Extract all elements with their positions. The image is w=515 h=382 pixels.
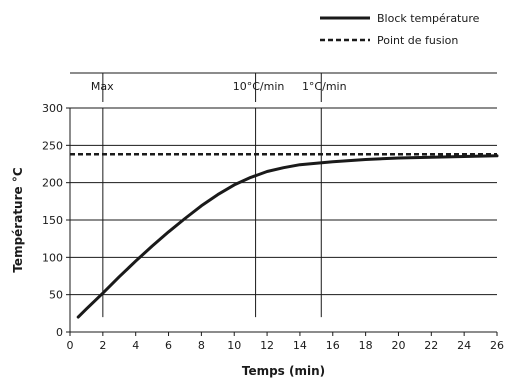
series [70,153,499,319]
x-tick-label: 6 [165,339,172,352]
marker-label: Max [91,80,114,93]
grid [70,107,497,296]
y-tick-label: 250 [42,139,63,152]
x-tick-label: 16 [326,339,340,352]
x-tick-label: 26 [490,339,504,352]
x-tick-label: 24 [457,339,471,352]
marker-lines: Max 10°C/min 1°C/min [70,72,497,318]
x-tick-label: 12 [260,339,274,352]
x-axis-title: Temps (min) [242,364,325,378]
y-tick-label: 50 [49,289,63,302]
y-tick-label: 300 [42,102,63,115]
x-tick-label: 0 [67,339,74,352]
y-axis-title: Température °C [11,167,25,272]
x-tick-label: 4 [132,339,139,352]
block-temperature-line [76,154,499,319]
legend-label: Point de fusion [377,34,458,47]
x-tick-label: 22 [424,339,438,352]
legend: Block température Point de fusion [320,12,480,47]
y-tick-label: 200 [42,177,63,190]
x-tick-label: 14 [293,339,307,352]
y-tick-label: 100 [42,251,63,264]
y-tick-label: 0 [56,326,63,339]
x-tick-label: 20 [391,339,405,352]
x-tick-label: 8 [198,339,205,352]
marker-label: 1°C/min [302,80,347,93]
x-tick-label: 18 [359,339,373,352]
x-tick-label: 2 [99,339,106,352]
marker-label: 10°C/min [233,80,285,93]
x-tick-label: 10 [227,339,241,352]
y-tick-label: 150 [42,214,63,227]
legend-label: Block température [377,12,480,25]
